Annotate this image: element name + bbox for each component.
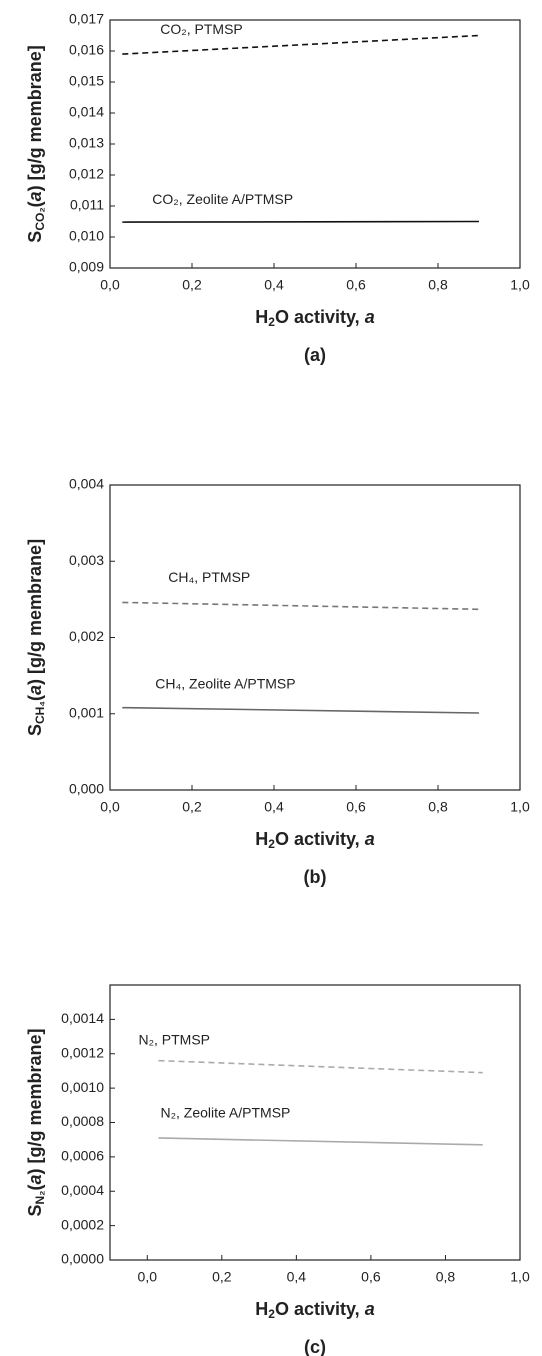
label-part: H — [255, 307, 268, 327]
y-tick-label: 0,001 — [69, 704, 104, 720]
y-tick-label: 0,0000 — [61, 1251, 104, 1267]
caption: (b) — [304, 867, 327, 887]
x-tick-label: 1,0 — [510, 799, 530, 815]
label-part: H — [255, 829, 268, 849]
y-tick-label: 0,0004 — [61, 1182, 104, 1198]
label-part: O activity, — [275, 307, 365, 327]
plot-frame — [109, 984, 521, 1261]
label-part: ( — [25, 1185, 45, 1191]
x-tick-label: 0,0 — [138, 1269, 158, 1285]
y-tick-label: 0,003 — [69, 552, 104, 568]
x-axis-title: H2O activity, a — [255, 829, 374, 851]
label-part: ( — [25, 695, 45, 701]
x-tick-label: 0,6 — [346, 799, 366, 815]
y-tick-label: 0,0014 — [61, 1010, 104, 1026]
series-label: N₂, PTMSP — [138, 1031, 210, 1047]
label-part: 2 — [268, 315, 275, 329]
y-tick-label: 0,009 — [69, 259, 104, 275]
y-tick-label: 0,002 — [69, 628, 104, 644]
label-part: CH₄ — [33, 701, 47, 724]
y-tick-label: 0,011 — [70, 197, 104, 213]
y-tick-label: 0,000 — [69, 781, 104, 797]
label-part: a — [365, 829, 375, 849]
x-tick-label: 0,4 — [264, 799, 284, 815]
series-label: CO₂, PTMSP — [160, 21, 242, 37]
y-tick-label: 0,004 — [69, 476, 104, 492]
y-tick-label: 0,015 — [69, 73, 104, 89]
x-tick-label: 0,0 — [100, 799, 120, 815]
label-part: O activity, — [275, 1299, 365, 1319]
x-axis-title: H2O activity, a — [255, 307, 374, 329]
label-part: O activity, — [275, 829, 365, 849]
x-tick-label: 0,2 — [212, 1269, 232, 1285]
label-part: ) [g/g membrane] — [25, 1028, 45, 1174]
y-tick-label: 0,013 — [69, 135, 104, 151]
label-part: H — [255, 1299, 268, 1319]
series-label: CH₄, PTMSP — [168, 569, 250, 585]
y-tick-label: 0,0010 — [61, 1079, 104, 1095]
x-axis-title: H2O activity, a — [255, 1299, 374, 1321]
y-tick-label: 0,0008 — [61, 1113, 104, 1129]
label-part: ) [g/g membrane] — [25, 45, 45, 191]
y-axis-title: SN₂(a) [g/g membrane] — [25, 1028, 47, 1216]
chart: 0,000 0,001 0,002 0,003 0,004 0,0 0,2 0,4 0,6 0,8… — [25, 476, 530, 887]
y-axis-title: SCO₂(a) [g/g membrane] — [25, 45, 47, 242]
plot-frame — [109, 484, 521, 791]
label-part: ) [g/g membrane] — [25, 539, 45, 685]
y-tick-label: 0,017 — [69, 11, 104, 27]
x-tick-label: 0,4 — [264, 277, 284, 293]
label-part: a — [25, 191, 45, 201]
series-label: CO₂, Zeolite A/PTMSP — [152, 191, 293, 207]
x-tick-label: 0,6 — [346, 277, 366, 293]
label-part: S — [25, 231, 45, 243]
caption: (a) — [304, 345, 326, 365]
x-tick-label: 0,8 — [428, 277, 448, 293]
label-part: a — [365, 1299, 375, 1319]
y-tick-label: 0,016 — [69, 42, 104, 58]
series-label: N₂, Zeolite A/PTMSP — [160, 1105, 290, 1121]
y-tick-label: 0,0006 — [61, 1148, 104, 1164]
x-tick-label: 0,2 — [182, 799, 202, 815]
series-line — [158, 1059, 483, 1074]
series-line — [122, 601, 480, 611]
label-part: N₂ — [33, 1191, 47, 1205]
y-tick-label: 0,0002 — [61, 1216, 104, 1232]
series-line — [158, 1137, 483, 1146]
y-tick-label: 0,014 — [69, 104, 104, 120]
x-tick-label: 0,8 — [436, 1269, 456, 1285]
chart: 0,009 0,010 0,011 0,012 0,013 0,014 0,015 0,016… — [25, 11, 530, 365]
series-line — [122, 706, 480, 714]
label-part: a — [25, 1174, 45, 1184]
label-part: a — [25, 685, 45, 695]
label-part: S — [25, 1205, 45, 1217]
series-line — [122, 220, 480, 223]
y-axis-title: SCH₄(a) [g/g membrane] — [25, 539, 47, 736]
x-tick-label: 0,8 — [428, 799, 448, 815]
y-tick-label: 0,010 — [69, 228, 104, 244]
series-label: CH₄, Zeolite A/PTMSP — [155, 675, 295, 691]
chart: 0,00000,00020,00040,00060,00080,00100,00… — [25, 984, 530, 1356]
x-tick-label: 1,0 — [510, 277, 530, 293]
label-part: 2 — [268, 837, 275, 851]
label-part: ( — [25, 201, 45, 207]
y-tick-label: 0,012 — [69, 166, 104, 182]
series-line — [122, 34, 480, 55]
caption: (c) — [304, 1337, 326, 1356]
label-part: 2 — [268, 1307, 275, 1321]
x-tick-label: 0,2 — [182, 277, 202, 293]
label-part: a — [365, 307, 375, 327]
x-tick-label: 1,0 — [510, 1269, 530, 1285]
label-part: CO₂ — [33, 207, 47, 230]
plot-frame — [109, 19, 521, 269]
label-part: S — [25, 724, 45, 736]
x-tick-label: 0,0 — [100, 277, 120, 293]
x-tick-label: 0,4 — [287, 1269, 307, 1285]
x-tick-label: 0,6 — [361, 1269, 381, 1285]
y-tick-label: 0,0012 — [61, 1044, 104, 1060]
